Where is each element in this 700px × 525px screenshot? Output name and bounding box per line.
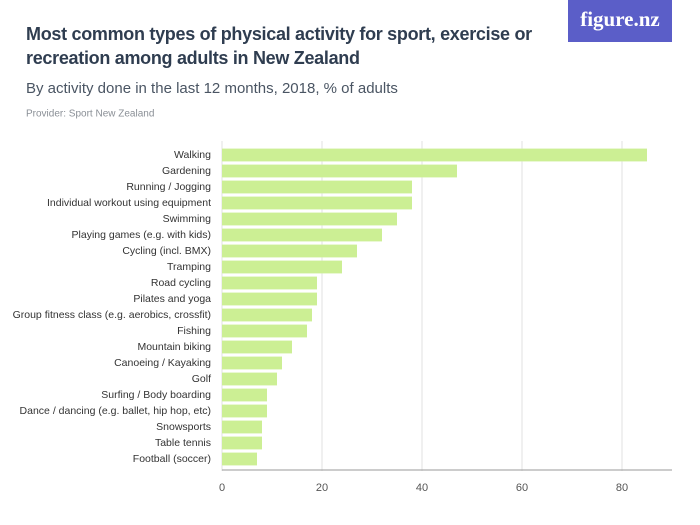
bar <box>222 212 397 226</box>
bar <box>222 260 342 274</box>
bar <box>222 452 257 466</box>
subtitle: By activity done in the last 12 months, … <box>26 80 398 97</box>
bar <box>222 228 382 242</box>
bar <box>222 244 357 258</box>
bar <box>222 308 312 322</box>
bar <box>222 148 647 162</box>
y-tick-label: Canoeing / Kayaking <box>114 357 211 369</box>
x-tick-label: 20 <box>316 482 328 494</box>
y-tick-label: Road cycling <box>151 277 211 289</box>
x-tick-label: 0 <box>219 482 225 494</box>
y-tick-label: Individual workout using equipment <box>47 197 211 209</box>
y-tick-label: Snowsports <box>156 421 211 433</box>
bar <box>222 372 277 386</box>
bar <box>222 340 292 354</box>
x-tick-label: 40 <box>416 482 428 494</box>
bar <box>222 404 267 418</box>
provider: Provider: Sport New Zealand <box>26 109 154 120</box>
y-tick-label: Surfing / Body boarding <box>101 389 211 401</box>
y-tick-label: Group fitness class (e.g. aerobics, cros… <box>13 309 211 321</box>
y-tick-label: Walking <box>174 149 211 161</box>
y-tick-label: Dance / dancing (e.g. ballet, hip hop, e… <box>20 405 211 417</box>
bar <box>222 356 282 370</box>
x-tick-label: 80 <box>616 482 628 494</box>
bar <box>222 164 457 178</box>
logo-box <box>568 0 672 42</box>
y-tick-label: Pilates and yoga <box>133 293 211 305</box>
y-tick-label: Cycling (incl. BMX) <box>122 245 211 257</box>
bar <box>222 388 267 402</box>
y-tick-label: Swimming <box>163 213 212 225</box>
logo: figure.nz <box>580 7 660 31</box>
bar <box>222 196 412 210</box>
y-tick-label: Running / Jogging <box>126 181 211 193</box>
bar <box>222 180 412 194</box>
bar <box>222 436 262 450</box>
bar <box>222 420 262 434</box>
y-tick-label: Mountain biking <box>137 341 211 353</box>
y-tick-label: Playing games (e.g. with kids) <box>72 229 211 241</box>
bar <box>222 292 317 306</box>
y-tick-label: Fishing <box>177 325 211 337</box>
y-tick-label: Golf <box>192 373 211 385</box>
bar <box>222 324 307 338</box>
y-tick-label: Tramping <box>167 261 211 273</box>
bar <box>222 276 317 290</box>
y-tick-label: Gardening <box>162 165 211 177</box>
x-tick-label: 60 <box>516 482 528 494</box>
chart-title: Most common types of physical activity f… <box>26 24 532 68</box>
y-tick-label: Table tennis <box>155 437 211 449</box>
y-tick-label: Football (soccer) <box>133 453 211 465</box>
title-wrap: Most common types of physical activity f… <box>26 24 532 68</box>
